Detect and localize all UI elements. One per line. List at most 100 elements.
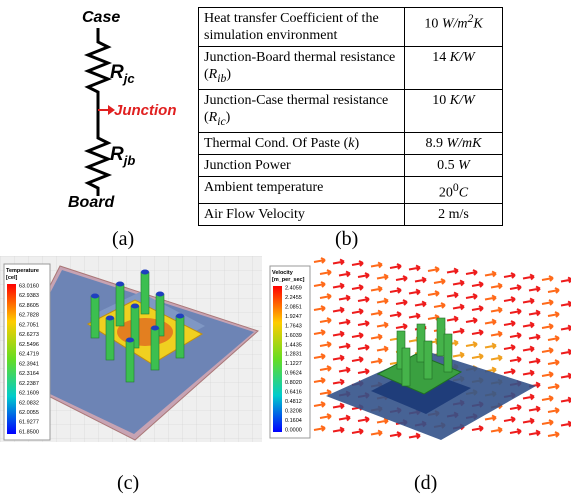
resistor-jc [88,28,108,130]
cell-text: Junction-Board thermal resistance ( [204,50,395,82]
pin-top [156,292,164,297]
board-label: Board [68,194,115,211]
resistor-jb [88,130,108,196]
cell: Junction-Board thermal resistance (Rib) [199,47,405,90]
legend-unit: [cel] [6,275,17,281]
legend-label: 2.2455 [285,295,302,301]
legend-label: 0.8020 [285,380,302,386]
cell: 2 m/s [405,204,503,226]
pin-top [141,270,149,275]
legend-label: 62.4719 [19,352,39,358]
page: { "diagram": { "top": "Case", "r1": {"sy… [0,0,571,500]
cell-text: 0.5 [437,158,458,173]
case-label: Case [82,9,120,26]
pin [176,316,184,358]
cell-text: R [209,67,218,82]
cell-text: Junction Power [204,158,291,173]
cell: 8.9 W/mK [405,132,503,154]
cell-text: ) [226,67,231,82]
velocity-simulation: Velocity [m_per_sec] 2.40592.24552.08511… [266,256,571,442]
legend-label: 1.7643 [285,323,302,329]
cell-text: ic [217,115,225,128]
hotspot [117,318,173,346]
row: Thermal Cond. Of Paste (k) 8.9 W/mK [199,132,503,154]
pin-top [131,304,139,309]
pin [444,334,452,372]
pin [91,296,99,338]
cell-text: Thermal Cond. Of Paste ( [204,136,348,151]
legend-label: 62.3164 [19,371,39,377]
row: Heat transfer Coefficient of the simulat… [199,8,503,47]
cell: 200C [405,176,503,204]
pin-top [151,326,159,331]
pin-top [106,316,114,321]
pin [141,272,149,314]
temperature-legend: Temperature [cel] 63.016062.938362.86056… [4,264,50,440]
legend-title: Velocity [272,270,294,276]
cell-text: Junction-Case thermal resistance ( [204,93,388,125]
pin [116,284,124,326]
legend-label: 63.0160 [19,283,39,289]
row: Junction-Board thermal resistance (Rib) … [199,47,503,90]
legend-label: 62.5496 [19,342,39,348]
parameter-table: Heat transfer Coefficient of the simulat… [198,7,503,226]
cell-text: Ambient temperature [204,180,323,195]
legend-label: 1.2831 [285,352,302,358]
row: Junction Power 0.5 W [199,154,503,176]
color-bar [273,286,282,432]
legend-label: 62.2387 [19,381,39,387]
legend-title: Temperature [6,268,39,274]
cell-text: C [459,185,468,200]
cell-text: Heat transfer Coefficient of the simulat… [204,11,379,43]
temperature-simulation: Temperature [cel] 63.016062.938362.86056… [0,256,262,442]
cell-text: 8.9 [426,136,447,151]
r-jc: Rjc [110,62,135,86]
cell: 0.5 W [405,154,503,176]
cell-text: 14 [432,50,450,65]
pin [151,328,159,370]
legend-label: 62.0055 [19,410,39,416]
legend-label: 1.9247 [285,314,302,320]
caption: (b) [335,228,358,251]
pin [106,318,114,360]
legend-label: 62.3941 [19,361,39,367]
cell-text: W/m [442,17,468,32]
cell-text: K/W [450,50,475,65]
legend-label: 0.3208 [285,409,302,415]
pin [126,340,134,382]
row: Ambient temperature 200C [199,176,503,204]
legend-label: 61.9277 [19,420,39,426]
legend-label: 1.6039 [285,333,302,339]
legend-label: 0.4812 [285,399,302,405]
row: Air Flow Velocity 2 m/s [199,204,503,226]
cell-text: ) [354,136,359,151]
cell-text: Air Flow Velocity [204,207,305,222]
cell: Thermal Cond. Of Paste (k) [199,132,405,154]
cell-text: ) [226,110,231,125]
legend-label: 1.4435 [285,342,302,348]
cell: Heat transfer Coefficient of the simulat… [199,8,405,47]
resistor-diagram: Case Rjc Junction Rjb Board [60,0,195,215]
legend-label: 1.1227 [285,361,302,367]
cell: Air Flow Velocity [199,204,405,226]
legend-label: 62.7828 [19,313,39,319]
velocity-legend: Velocity [m_per_sec] 2.40592.24552.08511… [270,266,310,438]
legend-label: 61.8500 [19,429,39,435]
cell-text: W [458,158,470,173]
cell: Junction Power [199,154,405,176]
cell: 14 K/W [405,47,503,90]
legend-unit: [m_per_sec] [272,277,305,283]
legend-label: 2.4059 [285,285,302,291]
pin [402,348,410,386]
legend-label: 62.7051 [19,322,39,328]
pin-top [126,338,134,343]
cell-text: W/mK [447,136,482,151]
r-jb: Rjb [110,144,135,168]
pin [424,341,432,379]
legend-label: 0.6416 [285,390,302,396]
legend-label: 62.0832 [19,400,39,406]
cell-text: R [209,110,218,125]
caption: (c) [117,472,139,495]
pin-top [176,314,184,319]
legend-label: 62.9383 [19,293,39,299]
